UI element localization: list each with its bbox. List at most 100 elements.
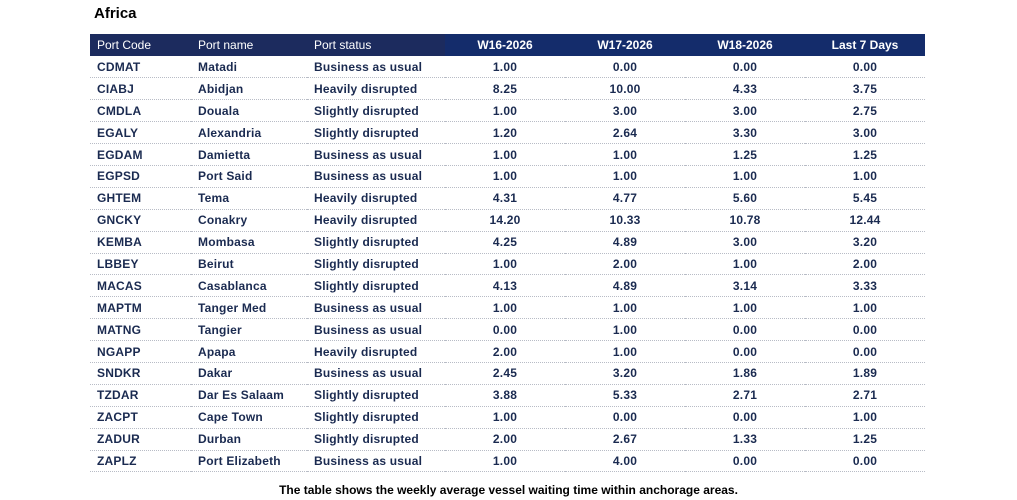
table-row: EGDAM Damietta Business as usual 1.00 1.00 1.…: [90, 143, 925, 166]
w18-cell: 0.00: [685, 340, 805, 363]
w17-cell: 4.89: [565, 231, 685, 254]
table-row: SNDKR Dakar Business as usual 2.45 3.20 1.86 1…: [90, 362, 925, 385]
header-port-code: Port Code: [90, 34, 191, 56]
table-row: CMDLA Douala Slightly disrupted 1.00 3.00 3.0…: [90, 99, 925, 123]
port-status-cell: Business as usual: [307, 318, 445, 342]
w16-cell: 1.00: [445, 450, 565, 473]
port-name-cell: Tanger Med: [191, 296, 307, 320]
port-code-cell: CDMAT: [90, 56, 191, 79]
w17-cell: 0.00: [565, 56, 685, 79]
port-code-cell: CMDLA: [90, 99, 191, 123]
header-port-name: Port name: [191, 34, 307, 56]
w16-cell: 4.25: [445, 231, 565, 254]
port-name-cell: Alexandria: [191, 121, 307, 145]
port-name-cell: Matadi: [191, 56, 307, 79]
port-code-cell: MAPTM: [90, 296, 191, 320]
port-status-cell: Slightly disrupted: [307, 384, 445, 407]
w17-cell: 1.00: [565, 340, 685, 363]
port-name-cell: Dar Es Salaam: [191, 384, 307, 407]
w18-cell: 0.00: [685, 56, 805, 79]
w16-cell: 8.25: [445, 77, 565, 101]
w18-cell: 1.00: [685, 165, 805, 188]
w17-cell: 4.00: [565, 450, 685, 473]
port-name-cell: Dakar: [191, 362, 307, 385]
port-status-cell: Slightly disrupted: [307, 231, 445, 254]
w18-cell: 3.00: [685, 99, 805, 123]
last-7-days-cell: 2.00: [805, 253, 925, 276]
last-7-days-cell: 1.00: [805, 296, 925, 320]
last-7-days-cell: 0.00: [805, 318, 925, 342]
header-w18: W18-2026: [685, 34, 805, 56]
w17-cell: 2.67: [565, 428, 685, 451]
w16-cell: 1.00: [445, 406, 565, 429]
port-status-table: Port Code Port name Port status W16-2026…: [90, 34, 925, 473]
w16-cell: 4.13: [445, 274, 565, 298]
w18-cell: 2.71: [685, 384, 805, 407]
w18-cell: 0.00: [685, 318, 805, 342]
table-row: EGPSD Port Said Business as usual 1.00 1.00 1…: [90, 165, 925, 188]
port-code-cell: CIABJ: [90, 77, 191, 101]
last-7-days-cell: 3.00: [805, 121, 925, 145]
port-status-cell: Heavily disrupted: [307, 340, 445, 363]
port-name-cell: Port Elizabeth: [191, 450, 307, 473]
port-status-cell: Slightly disrupted: [307, 274, 445, 298]
header-w17: W17-2026: [565, 34, 685, 56]
w17-cell: 3.20: [565, 362, 685, 385]
w18-cell: 1.25: [685, 143, 805, 166]
header-port-status: Port status: [307, 34, 445, 56]
port-name-cell: Cape Town: [191, 406, 307, 429]
last-7-days-cell: 1.00: [805, 165, 925, 188]
table-row: MAPTM Tanger Med Business as usual 1.00 1.00…: [90, 296, 925, 320]
w18-cell: 3.30: [685, 121, 805, 145]
port-name-cell: Port Said: [191, 165, 307, 188]
w18-cell: 4.33: [685, 77, 805, 101]
table-row: MACAS Casablanca Slightly disrupted 4.13 4.8…: [90, 274, 925, 298]
table-row: MATNG Tangier Business as usual 0.00 1.00 0.0…: [90, 318, 925, 342]
w18-cell: 5.60: [685, 187, 805, 210]
table-caption: The table shows the weekly average vesse…: [279, 483, 738, 497]
port-status-cell: Slightly disrupted: [307, 406, 445, 429]
header-row: Port Code Port name Port status W16-2026…: [90, 34, 925, 56]
port-code-cell: MATNG: [90, 318, 191, 342]
table-body: CDMAT Matadi Business as usual 1.00 0.00 0.00…: [90, 56, 925, 473]
w17-cell: 2.64: [565, 121, 685, 145]
last-7-days-cell: 1.25: [805, 143, 925, 166]
port-code-cell: GNCKY: [90, 209, 191, 232]
w16-cell: 1.00: [445, 56, 565, 79]
w16-cell: 1.20: [445, 121, 565, 145]
w17-cell: 10.00: [565, 77, 685, 101]
port-status-cell: Slightly disrupted: [307, 99, 445, 123]
last-7-days-cell: 3.20: [805, 231, 925, 254]
port-status-cell: Slightly disrupted: [307, 253, 445, 276]
table-row: CDMAT Matadi Business as usual 1.00 0.00 0.00…: [90, 56, 925, 79]
w17-cell: 1.00: [565, 318, 685, 342]
w17-cell: 3.00: [565, 99, 685, 123]
last-7-days-cell: 0.00: [805, 450, 925, 473]
port-name-cell: Casablanca: [191, 274, 307, 298]
header-last-7-days: Last 7 Days: [805, 34, 925, 56]
w18-cell: 3.00: [685, 231, 805, 254]
last-7-days-cell: 5.45: [805, 187, 925, 210]
port-code-cell: GHTEM: [90, 187, 191, 210]
port-code-cell: ZACPT: [90, 406, 191, 429]
w17-cell: 2.00: [565, 253, 685, 276]
table-row: EGALY Alexandria Slightly disrupted 1.20 2.6…: [90, 121, 925, 145]
port-name-cell: Abidjan: [191, 77, 307, 101]
port-status-cell: Slightly disrupted: [307, 428, 445, 451]
last-7-days-cell: 0.00: [805, 56, 925, 79]
port-code-cell: EGALY: [90, 121, 191, 145]
port-code-cell: ZADUR: [90, 428, 191, 451]
table-row: LBBEY Beirut Slightly disrupted 1.00 2.00 1.0…: [90, 253, 925, 276]
w18-cell: 3.14: [685, 274, 805, 298]
port-name-cell: Mombasa: [191, 231, 307, 254]
port-code-cell: KEMBA: [90, 231, 191, 254]
port-name-cell: Douala: [191, 99, 307, 123]
port-name-cell: Tema: [191, 187, 307, 210]
port-status-cell: Business as usual: [307, 450, 445, 473]
port-status-cell: Heavily disrupted: [307, 77, 445, 101]
port-status-cell: Business as usual: [307, 165, 445, 188]
w16-cell: 1.00: [445, 253, 565, 276]
table-row: ZACPT Cape Town Slightly disrupted 1.00 0.00…: [90, 406, 925, 429]
w18-cell: 10.78: [685, 209, 805, 232]
port-name-cell: Conakry: [191, 209, 307, 232]
